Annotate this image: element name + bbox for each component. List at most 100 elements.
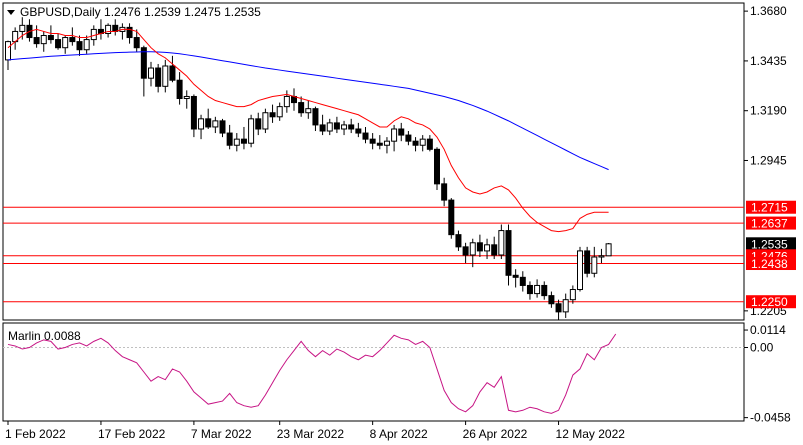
candle-body	[47, 35, 54, 41]
candle-body	[448, 199, 455, 236]
candle-body	[484, 244, 491, 252]
marlin-line	[7, 333, 617, 414]
candle-body	[434, 148, 440, 185]
time-tick-label: 26 Apr 2022	[463, 427, 528, 441]
candle-body	[240, 138, 247, 144]
price-pane[interactable]	[2, 2, 745, 321]
time-tick-label: 7 Mar 2022	[191, 427, 252, 441]
candle-body	[126, 26, 133, 39]
candle-body	[534, 284, 541, 295]
candle-body	[405, 134, 412, 142]
indicator-pane-border	[2, 322, 745, 422]
candle-body	[190, 95, 197, 130]
candle-body	[341, 124, 348, 130]
time-tick-label: 1 Feb 2022	[5, 427, 66, 441]
candle-body	[226, 132, 233, 146]
time-tick-label: 8 Apr 2022	[370, 427, 428, 441]
chart-header-text: GBPUSD,Daily 1.2476 1.2539 1.2475 1.2535	[20, 5, 261, 19]
candle-body	[198, 118, 205, 130]
indicator-axis: 0.0114 0.00 -0.0458	[744, 323, 791, 425]
candle-body	[140, 47, 147, 79]
price-label: 1.2637	[751, 217, 788, 231]
candle-body	[233, 138, 240, 146]
candle-body	[83, 39, 90, 51]
candle-body	[541, 284, 548, 297]
indicator-tick-label: 0.00	[750, 341, 774, 355]
price-label: 1.2438	[751, 257, 788, 271]
price-label-box	[746, 295, 796, 309]
candle-body	[476, 242, 483, 252]
price-tick-label: 1.3190	[750, 104, 787, 118]
price-label: 1.2535	[751, 237, 788, 251]
time-axis: 1 Feb 2022 17 Feb 2022 7 Mar 2022 23 Mar 20…	[5, 421, 625, 441]
candle-body	[369, 138, 376, 144]
candle-body	[183, 95, 190, 100]
candle-body	[305, 108, 312, 114]
candle-body	[212, 120, 219, 128]
indicator-header-text: Marlin 0.0088	[8, 329, 81, 343]
price-label-box	[746, 237, 796, 251]
candles	[5, 17, 612, 320]
price-label-box	[746, 200, 796, 214]
candle-body	[312, 108, 319, 126]
candle-body	[419, 138, 426, 146]
candle-body	[584, 250, 591, 274]
indicator-tick-label: -0.0458	[750, 411, 791, 425]
candle-body	[555, 303, 562, 313]
candle-body	[219, 120, 226, 134]
candle-body	[505, 230, 512, 276]
candle-body	[262, 112, 269, 130]
candle-body	[133, 37, 140, 49]
candle-body	[276, 106, 283, 118]
indicator-tick-label: 0.0114	[750, 323, 786, 337]
candle-body	[33, 37, 40, 45]
price-tick-label: 1.3435	[750, 54, 787, 68]
candle-body	[498, 230, 505, 256]
candle-body	[548, 295, 555, 305]
candle-body	[155, 67, 162, 87]
time-tick-label: 12 May 2022	[556, 427, 626, 441]
candle-body	[76, 41, 83, 51]
candle-body	[412, 140, 419, 146]
candle-body	[105, 24, 112, 34]
candle-body	[391, 128, 398, 142]
candle-body	[19, 24, 26, 32]
indicator-pane[interactable]: Marlin 0.0088	[2, 322, 745, 422]
candle-body	[383, 140, 390, 146]
candle-body	[591, 256, 598, 274]
price-label: 1.2250	[751, 295, 788, 309]
price-label: 1.2715	[751, 201, 788, 215]
candle-body	[333, 122, 340, 130]
candle-body	[248, 118, 255, 144]
candle-body	[605, 243, 612, 257]
candle-body	[40, 35, 47, 45]
chart-header: GBPUSD,Daily 1.2476 1.2539 1.2475 1.2535	[7, 5, 261, 19]
candle-body	[426, 138, 433, 150]
symbol-dropdown-icon[interactable]	[7, 10, 15, 15]
ma-red-line	[7, 28, 609, 233]
candle-body	[62, 37, 69, 49]
candle-body	[512, 274, 519, 278]
candle-body	[319, 124, 326, 132]
candle-body	[455, 234, 462, 248]
candle-body	[441, 183, 448, 201]
ma-blue-line	[7, 51, 609, 171]
time-tick-label: 23 Mar 2022	[277, 427, 345, 441]
candle-body	[462, 246, 469, 256]
moving-averages	[7, 28, 609, 233]
candle-body	[362, 132, 369, 140]
candle-body	[298, 102, 305, 114]
candle-body	[162, 65, 169, 87]
candle-body	[269, 112, 276, 118]
level-lines	[3, 206, 744, 303]
candle-body	[491, 244, 498, 256]
price-label-box	[746, 216, 796, 230]
candle-body	[577, 250, 583, 291]
candle-body	[469, 242, 476, 256]
candle-body	[526, 284, 533, 295]
price-tick-label: 1.3680	[750, 4, 787, 18]
price-label-box	[746, 257, 796, 271]
candle-body	[55, 39, 62, 49]
price-tick-label: 1.2945	[750, 153, 787, 167]
